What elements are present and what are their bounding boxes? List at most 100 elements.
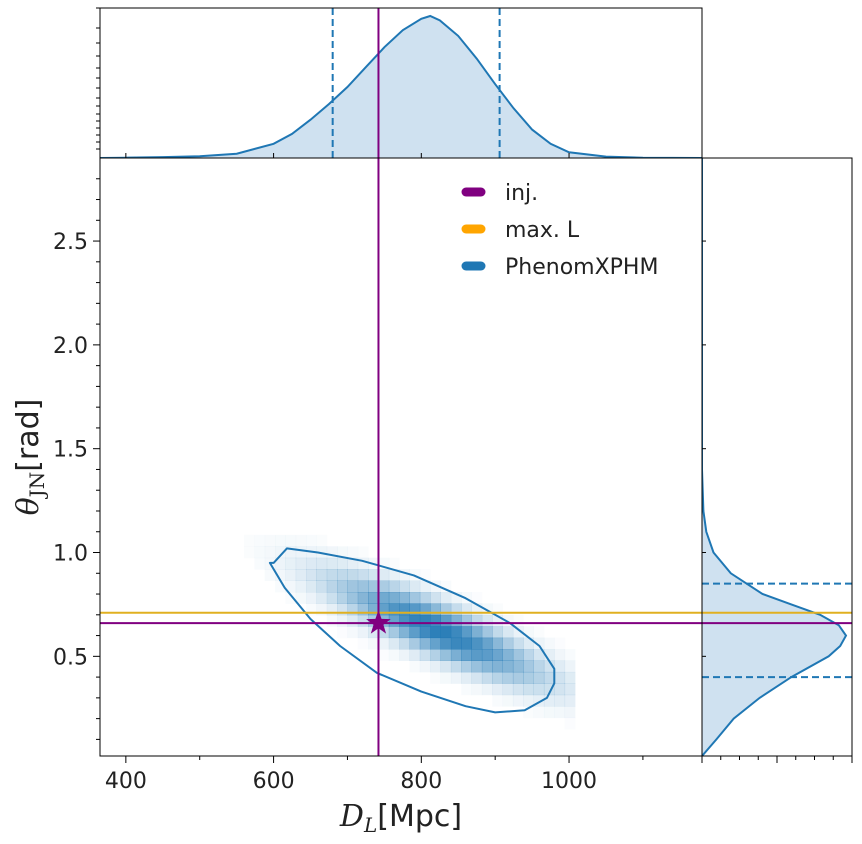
heatmap-cell [450, 637, 462, 650]
heatmap-cell [399, 603, 410, 616]
heatmap-cell [471, 683, 483, 696]
heatmap-cell [244, 535, 255, 547]
heatmap-cell [565, 718, 576, 730]
heatmap-cell [471, 626, 483, 639]
heatmap-cell [337, 557, 348, 570]
heatmap-cell [492, 671, 503, 684]
heatmap-cell [357, 614, 369, 627]
heatmap-cell [399, 569, 410, 581]
heatmap-cell [357, 569, 369, 581]
heatmap-cell [306, 569, 317, 581]
heatmap-cell [388, 626, 400, 639]
heatmap-cell [368, 626, 379, 639]
heatmap-cell [357, 580, 369, 593]
heatmap-cell [450, 671, 462, 684]
heatmap-cell [295, 557, 307, 570]
joint-panel-ticks [93, 178, 644, 763]
y-tick-label: 2.0 [53, 334, 88, 359]
heatmap-cell [450, 660, 462, 673]
heatmap-cell [368, 580, 379, 593]
heatmap-cell [368, 603, 379, 616]
heatmap-cell [368, 637, 379, 650]
heatmap-cell [388, 580, 400, 593]
heatmap-cell [554, 683, 566, 696]
heatmap-cell [512, 649, 524, 661]
legend-label: PhenomXPHM [505, 255, 658, 280]
heatmap-cell [326, 569, 338, 581]
top-marginal-panel [96, 7, 703, 159]
heatmap-cell [492, 614, 503, 627]
heatmap-cell [502, 660, 514, 673]
heatmap-cell [337, 603, 348, 616]
heatmap-cell [543, 671, 555, 684]
heatmap-cell [481, 660, 493, 673]
heatmap-cell [471, 660, 483, 673]
heatmap-cell [378, 557, 390, 570]
heatmap-cell [430, 672, 441, 684]
heatmap-cell [296, 535, 307, 547]
heatmap-cell [337, 546, 348, 559]
heatmap-cell [295, 569, 307, 581]
theta-marginal-curve [702, 158, 848, 756]
heatmap-cell [430, 626, 441, 639]
heatmap-cell [461, 683, 472, 695]
heatmap-cell [399, 626, 410, 639]
heatmap-cell [492, 695, 503, 707]
heatmap-cell [502, 614, 514, 627]
x-tick-label: 400 [105, 769, 147, 794]
heatmap-cell [471, 614, 483, 627]
heatmap-cell [358, 638, 369, 650]
heatmap-cell [337, 614, 348, 627]
heatmap-cell [326, 592, 338, 604]
right-panel-ticks [701, 240, 853, 763]
heatmap-cell [471, 671, 483, 684]
heatmap-cell [440, 671, 452, 684]
heatmap-cell [379, 649, 390, 661]
heatmap-cell [409, 614, 421, 627]
right-marginal-panel [701, 157, 853, 763]
heatmap-cell [316, 580, 328, 593]
heatmap-cell [554, 649, 566, 661]
x-axis-title: DL[Mpc] [339, 799, 462, 837]
dl-marginal-curve [100, 14, 702, 158]
heatmap-cell [409, 649, 421, 661]
heatmap-cell [378, 569, 390, 581]
heatmap-cell [430, 614, 441, 627]
heatmap-cell [492, 637, 503, 650]
heatmap-cell [430, 592, 441, 604]
heatmap-cell [378, 603, 390, 616]
heatmap-cell [512, 626, 524, 639]
heatmap-cell [481, 637, 493, 650]
heatmap-cell [450, 614, 462, 627]
heatmap-cell [316, 592, 328, 604]
heatmap-cell [461, 649, 472, 661]
heatmap-cell [430, 603, 441, 616]
heatmap-cell [564, 671, 576, 684]
heatmap-cell [450, 603, 462, 616]
heatmap-cell [554, 694, 566, 707]
heatmap-cell [388, 592, 400, 604]
y-tick-label: 2.5 [53, 230, 88, 255]
heatmap-cell [347, 557, 359, 570]
heatmap-cell [471, 603, 483, 616]
joint-panel: 400 600 800 1000 0.5 1.0 1.5 2.0 2.5 inj. max. L… [53, 157, 703, 794]
heatmap-cell [554, 706, 566, 719]
heatmap-cell [533, 694, 545, 707]
heatmap-cell [564, 706, 576, 719]
heatmap-cell [512, 660, 524, 673]
heatmap-cell [419, 637, 431, 650]
heatmap-cell [450, 626, 462, 639]
heatmap-cell [326, 580, 338, 593]
heatmap-cell [316, 535, 327, 547]
heatmap-cell [275, 535, 286, 547]
heatmap-cell [378, 626, 390, 639]
dl-marginal-fill [100, 16, 702, 158]
heatmap-cell [492, 683, 503, 696]
heatmap-cell [388, 649, 400, 661]
heatmap-cell [316, 603, 328, 616]
heatmap-cell [347, 592, 359, 604]
heatmap-cell [543, 706, 555, 719]
posterior-heatmap [244, 535, 576, 730]
heatmap-cell [523, 683, 534, 696]
heatmap-cell [419, 580, 431, 593]
